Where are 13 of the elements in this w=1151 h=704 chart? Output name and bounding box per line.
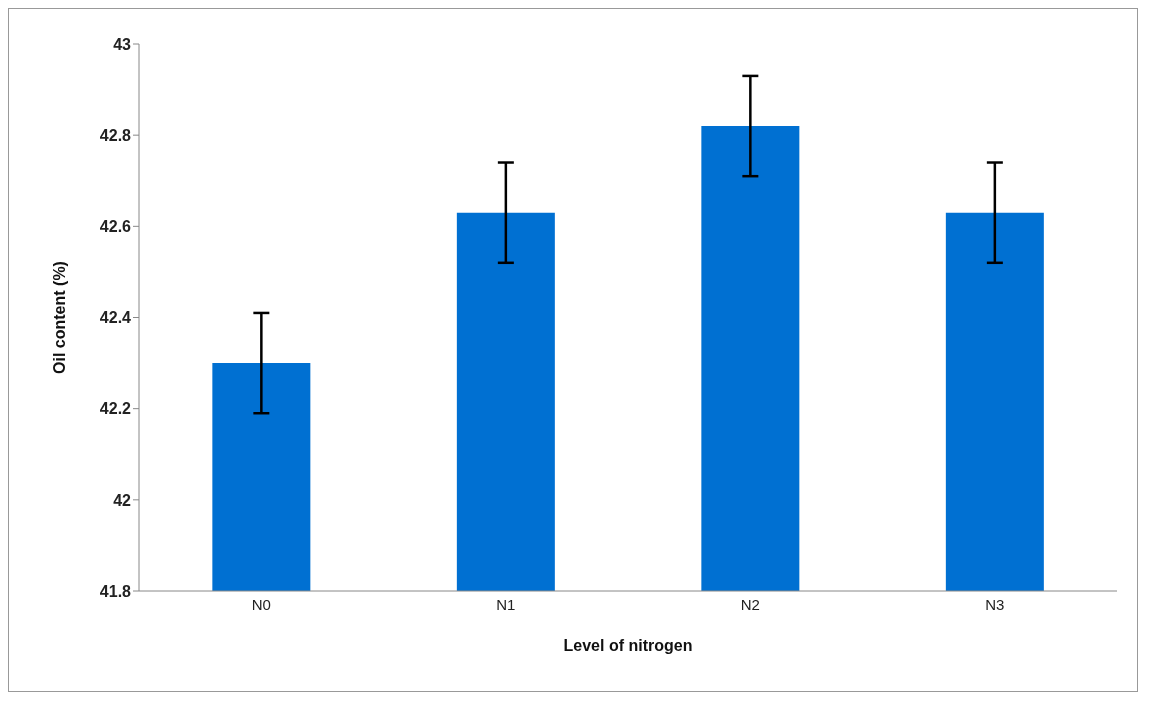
x-axis-title: Level of nitrogen bbox=[563, 637, 693, 654]
y-axis-title: Oil content (%) bbox=[50, 261, 68, 374]
y-tick-label: 42.8 bbox=[99, 126, 132, 144]
y-tick-label: 42.2 bbox=[99, 400, 132, 418]
y-tick-label: 42.6 bbox=[99, 218, 132, 236]
y-tick-label: 42.4 bbox=[99, 309, 132, 327]
x-tick-label: N2 bbox=[740, 595, 760, 613]
y-tick-label: 43 bbox=[113, 35, 132, 53]
x-tick-label: N1 bbox=[496, 595, 516, 613]
y-tick-label: 42 bbox=[113, 491, 132, 509]
x-tick-label: N0 bbox=[251, 595, 271, 613]
y-tick-label: 41.8 bbox=[99, 582, 132, 600]
x-tick-label: N3 bbox=[985, 595, 1005, 613]
